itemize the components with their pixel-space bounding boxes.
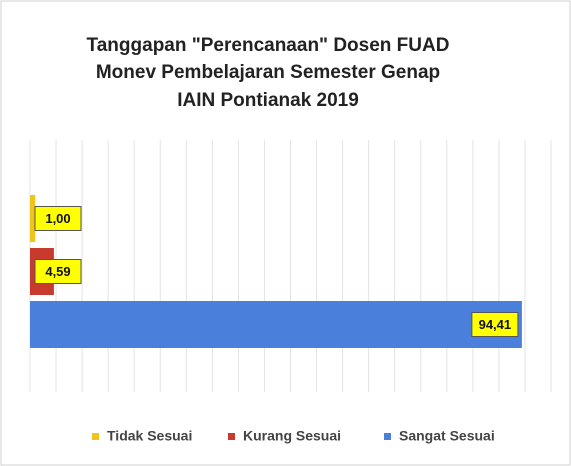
chart-title: IAIN Pontianak 2019 bbox=[177, 90, 359, 111]
bar bbox=[30, 195, 36, 242]
legend-label: Kurang Sesuai bbox=[243, 428, 341, 444]
chart-title: Tanggapan "Perencanaan" Dosen FUAD bbox=[87, 35, 450, 56]
legend-swatch bbox=[228, 433, 235, 440]
legend-label: Tidak Sesuai bbox=[107, 428, 192, 444]
data-label: 94,41 bbox=[479, 317, 512, 332]
data-label-box bbox=[34, 259, 82, 284]
data-label: 1,00 bbox=[45, 211, 70, 226]
data-label-box bbox=[471, 312, 519, 337]
data-label-box bbox=[34, 206, 82, 231]
bar bbox=[30, 301, 522, 348]
legend-swatch bbox=[92, 433, 99, 440]
legend-swatch bbox=[384, 433, 391, 440]
chart-title: Monev Pembelajaran Semester Genap bbox=[96, 62, 440, 83]
data-label: 4,59 bbox=[45, 264, 70, 279]
legend-label: Sangat Sesuai bbox=[399, 428, 495, 444]
